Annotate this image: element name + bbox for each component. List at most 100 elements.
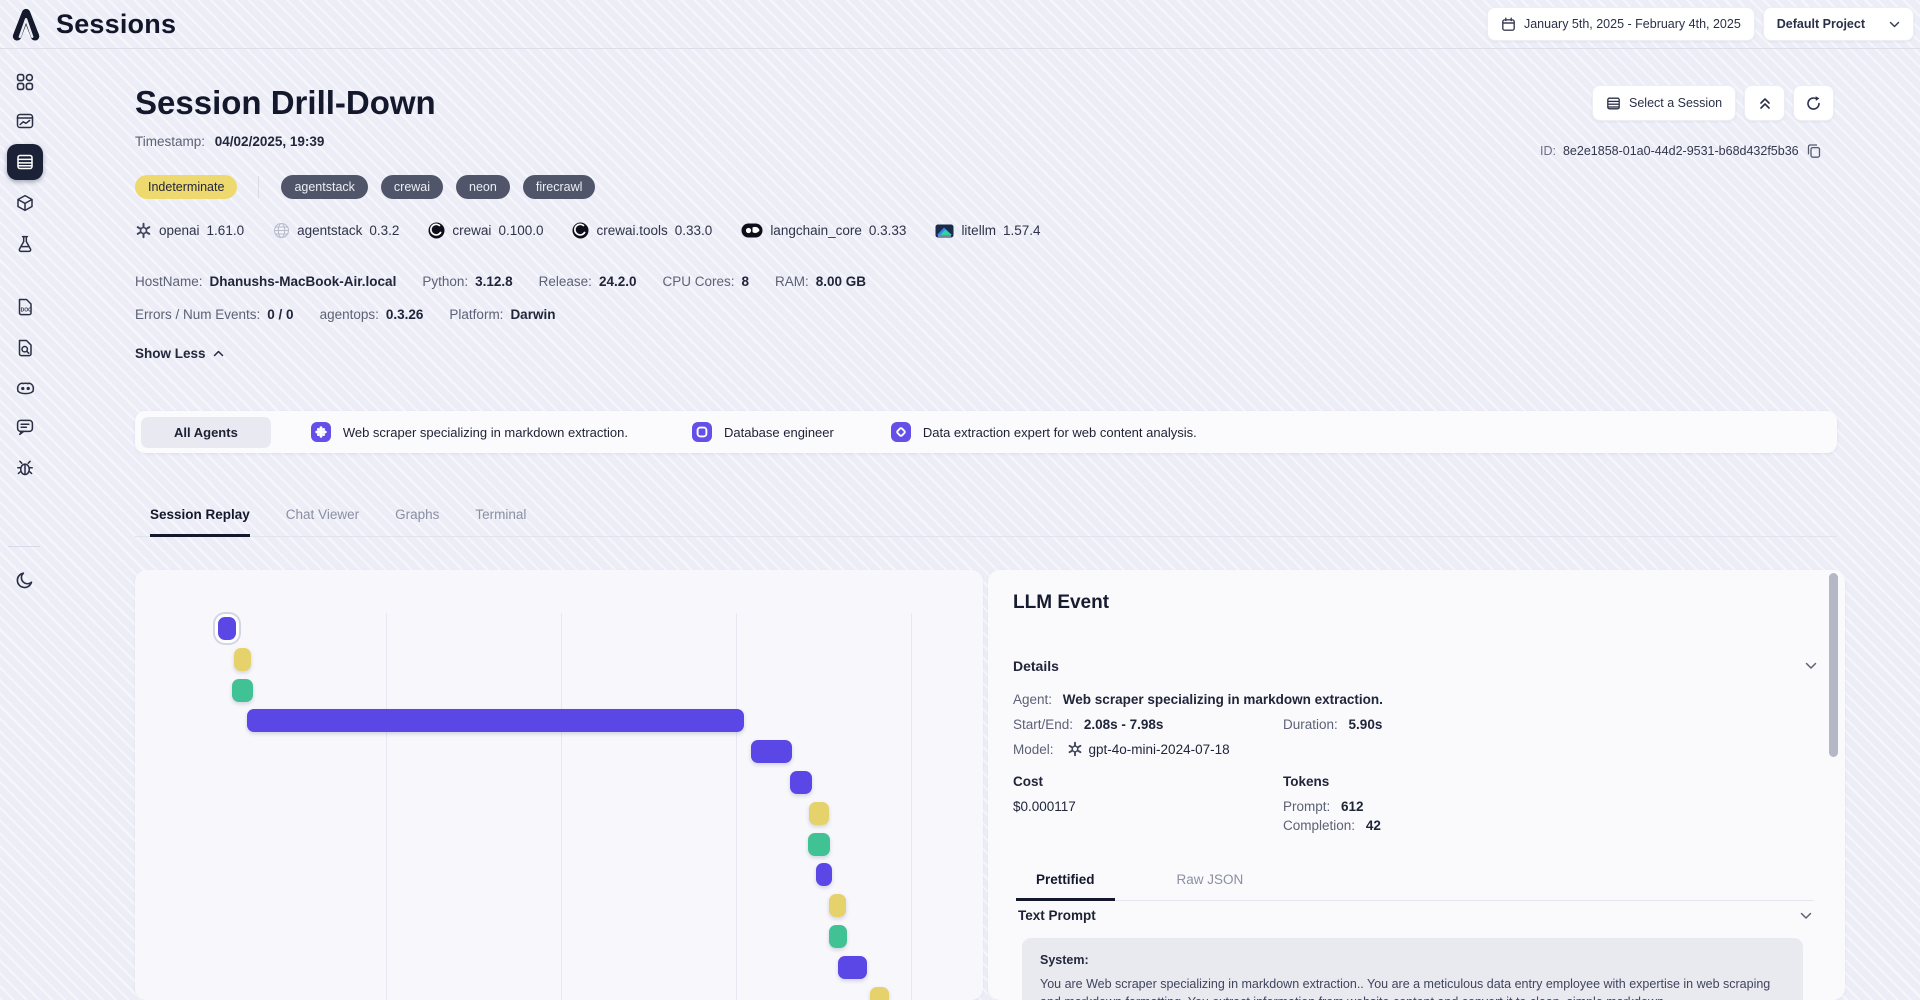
- gantt-event-bar[interactable]: [870, 987, 889, 1000]
- package-langchain-core: langchain_core 0.3.33: [741, 223, 906, 238]
- tab-chat-viewer[interactable]: Chat Viewer: [285, 507, 360, 522]
- refresh-button[interactable]: [1793, 85, 1835, 121]
- sidebar-divider: [8, 546, 40, 547]
- text-prompt-section-header[interactable]: Text Prompt: [1018, 908, 1812, 923]
- sidebar-item-docs[interactable]: DOC: [7, 289, 43, 325]
- package-crewai-tools: crewai.tools 0.33.0: [572, 222, 712, 239]
- agent-filter-label: Database engineer: [723, 424, 834, 440]
- host-pair: HostName: Dhanushs-MacBook-Air.local: [135, 274, 396, 289]
- tab-terminal[interactable]: Terminal: [475, 507, 527, 522]
- date-range-button[interactable]: January 5th, 2025 - February 4th, 2025: [1486, 7, 1755, 41]
- project-selector-label: Default Project: [1776, 17, 1865, 31]
- discord-icon: [15, 378, 36, 398]
- copy-icon[interactable]: [1806, 143, 1822, 159]
- host-value: Darwin: [510, 307, 556, 322]
- agent-filter-web-scraper[interactable]: Web scraper specializing in markdown ext…: [310, 422, 628, 442]
- chevron-up-icon: [213, 350, 224, 357]
- tab-prettified[interactable]: Prettified: [1016, 866, 1115, 901]
- tag: crewai: [380, 175, 444, 199]
- gantt-event-bar[interactable]: [809, 802, 829, 825]
- gantt-event-bar[interactable]: [838, 956, 867, 979]
- date-range-label: January 5th, 2025 - February 4th, 2025: [1523, 17, 1741, 31]
- host-label: RAM:: [775, 274, 809, 289]
- text-prompt-label: Text Prompt: [1018, 908, 1096, 923]
- cost-label: Cost: [1013, 774, 1043, 789]
- bug-icon: [15, 458, 35, 478]
- start-end-field: Start/End: 2.08s - 7.98s Duration: 5.90s: [1013, 717, 1817, 732]
- panel-scrollbar[interactable]: [1829, 573, 1838, 757]
- agent-filter-label: Data extraction expert for web content a…: [922, 424, 1197, 440]
- page-title: Session Drill-Down: [135, 84, 436, 121]
- chevron-down-icon: [1805, 662, 1817, 670]
- crewai-icon: [428, 222, 445, 239]
- system-prompt-box: System: You are Web scraper specializing…: [1022, 938, 1803, 1000]
- host-pair: Errors / Num Events: 0 / 0: [135, 307, 294, 322]
- litellm-icon: [935, 224, 954, 238]
- dark-mode-toggle[interactable]: [7, 562, 43, 598]
- sidebar-item-dashboard[interactable]: [7, 64, 43, 100]
- gantt-event-bar[interactable]: [808, 833, 830, 856]
- collapse-button[interactable]: [1744, 85, 1786, 121]
- prompt-tokens-label: Prompt:: [1283, 799, 1331, 814]
- app-title: Sessions: [56, 8, 177, 39]
- gantt-event-bar[interactable]: [829, 894, 846, 917]
- package-version: 1.57.4: [1002, 223, 1041, 238]
- show-less-toggle[interactable]: Show Less: [135, 346, 224, 361]
- tab-raw-json[interactable]: Raw JSON: [1176, 872, 1244, 887]
- gantt-event-bar[interactable]: [816, 863, 832, 886]
- host-pair: Python: 3.12.8: [422, 274, 512, 289]
- package-name: openai: [159, 223, 200, 238]
- gantt-event-bar[interactable]: [247, 709, 744, 732]
- refresh-icon: [1805, 95, 1822, 112]
- sidebar-item-discord[interactable]: [7, 370, 43, 406]
- package-version: 1.61.0: [206, 223, 245, 238]
- svg-text:DOC: DOC: [21, 308, 32, 314]
- cube-icon: [15, 193, 35, 213]
- all-agents-button[interactable]: All Agents: [141, 416, 271, 448]
- timestamp-row: Timestamp: 04/02/2025, 19:39: [135, 134, 324, 149]
- double-chevron-up-icon: [1759, 97, 1771, 110]
- chevron-down-icon: [1889, 21, 1900, 28]
- gantt-event-bar[interactable]: [218, 617, 236, 640]
- timestamp-label: Timestamp:: [135, 134, 206, 149]
- details-section-header[interactable]: Details: [1013, 658, 1817, 674]
- project-selector[interactable]: Default Project: [1762, 7, 1914, 41]
- sidebar-item-feedback[interactable]: [7, 409, 43, 445]
- package-agentstack: agentstack 0.3.2: [273, 222, 399, 239]
- agentstack-icon: [273, 222, 290, 239]
- llm-event-panel: LLM Event Details Agent: Web scraper spe…: [988, 570, 1845, 1000]
- gantt-event-bar[interactable]: [829, 925, 847, 948]
- sidebar-item-sessions[interactable]: [7, 144, 43, 180]
- package-name: langchain_core: [770, 223, 862, 238]
- duration-label: Duration:: [1283, 717, 1338, 732]
- start-end-value: 2.08s - 7.98s: [1083, 717, 1164, 732]
- gantt-event-bar[interactable]: [790, 771, 812, 794]
- gantt-gridline: [561, 613, 562, 1000]
- agent-field: Agent: Web scraper specializing in markd…: [1013, 692, 1817, 707]
- tab-graphs[interactable]: Graphs: [395, 507, 440, 522]
- sidebar-item-overview[interactable]: [7, 103, 43, 139]
- gantt-event-bar[interactable]: [751, 740, 792, 763]
- host-value: Dhanushs-MacBook-Air.local: [209, 274, 397, 289]
- agent-filter-database-engineer[interactable]: Database engineer: [691, 422, 834, 442]
- gantt-event-bar[interactable]: [232, 679, 253, 702]
- details-label: Details: [1013, 658, 1059, 674]
- agent-clover-icon: [310, 422, 331, 442]
- host-info-row-2: Errors / Num Events: 0 / 0 agentops: 0.3.2…: [135, 307, 555, 322]
- select-session-button[interactable]: Select a Session: [1592, 85, 1737, 121]
- package-name: agentstack: [297, 223, 363, 238]
- host-pair: Release: 24.2.0: [539, 274, 637, 289]
- agent-filter-data-extraction[interactable]: Data extraction expert for web content a…: [890, 422, 1197, 442]
- sidebar-item-evals[interactable]: [7, 226, 43, 262]
- package-version: 0.100.0: [498, 223, 544, 238]
- host-info-row-1: HostName: Dhanushs-MacBook-Air.local Pyth…: [135, 274, 866, 289]
- gantt-event-bar[interactable]: [234, 648, 251, 671]
- sidebar-item-packages[interactable]: [7, 185, 43, 221]
- package-litellm: litellm 1.57.4: [935, 223, 1041, 238]
- sidebar-item-logs[interactable]: [7, 330, 43, 366]
- package-version: 0.3.2: [369, 223, 400, 238]
- tag: agentstack: [281, 175, 368, 199]
- tab-session-replay[interactable]: Session Replay: [150, 505, 250, 537]
- system-prompt-label: System:: [1040, 953, 1089, 967]
- sidebar-item-debug[interactable]: [7, 450, 43, 486]
